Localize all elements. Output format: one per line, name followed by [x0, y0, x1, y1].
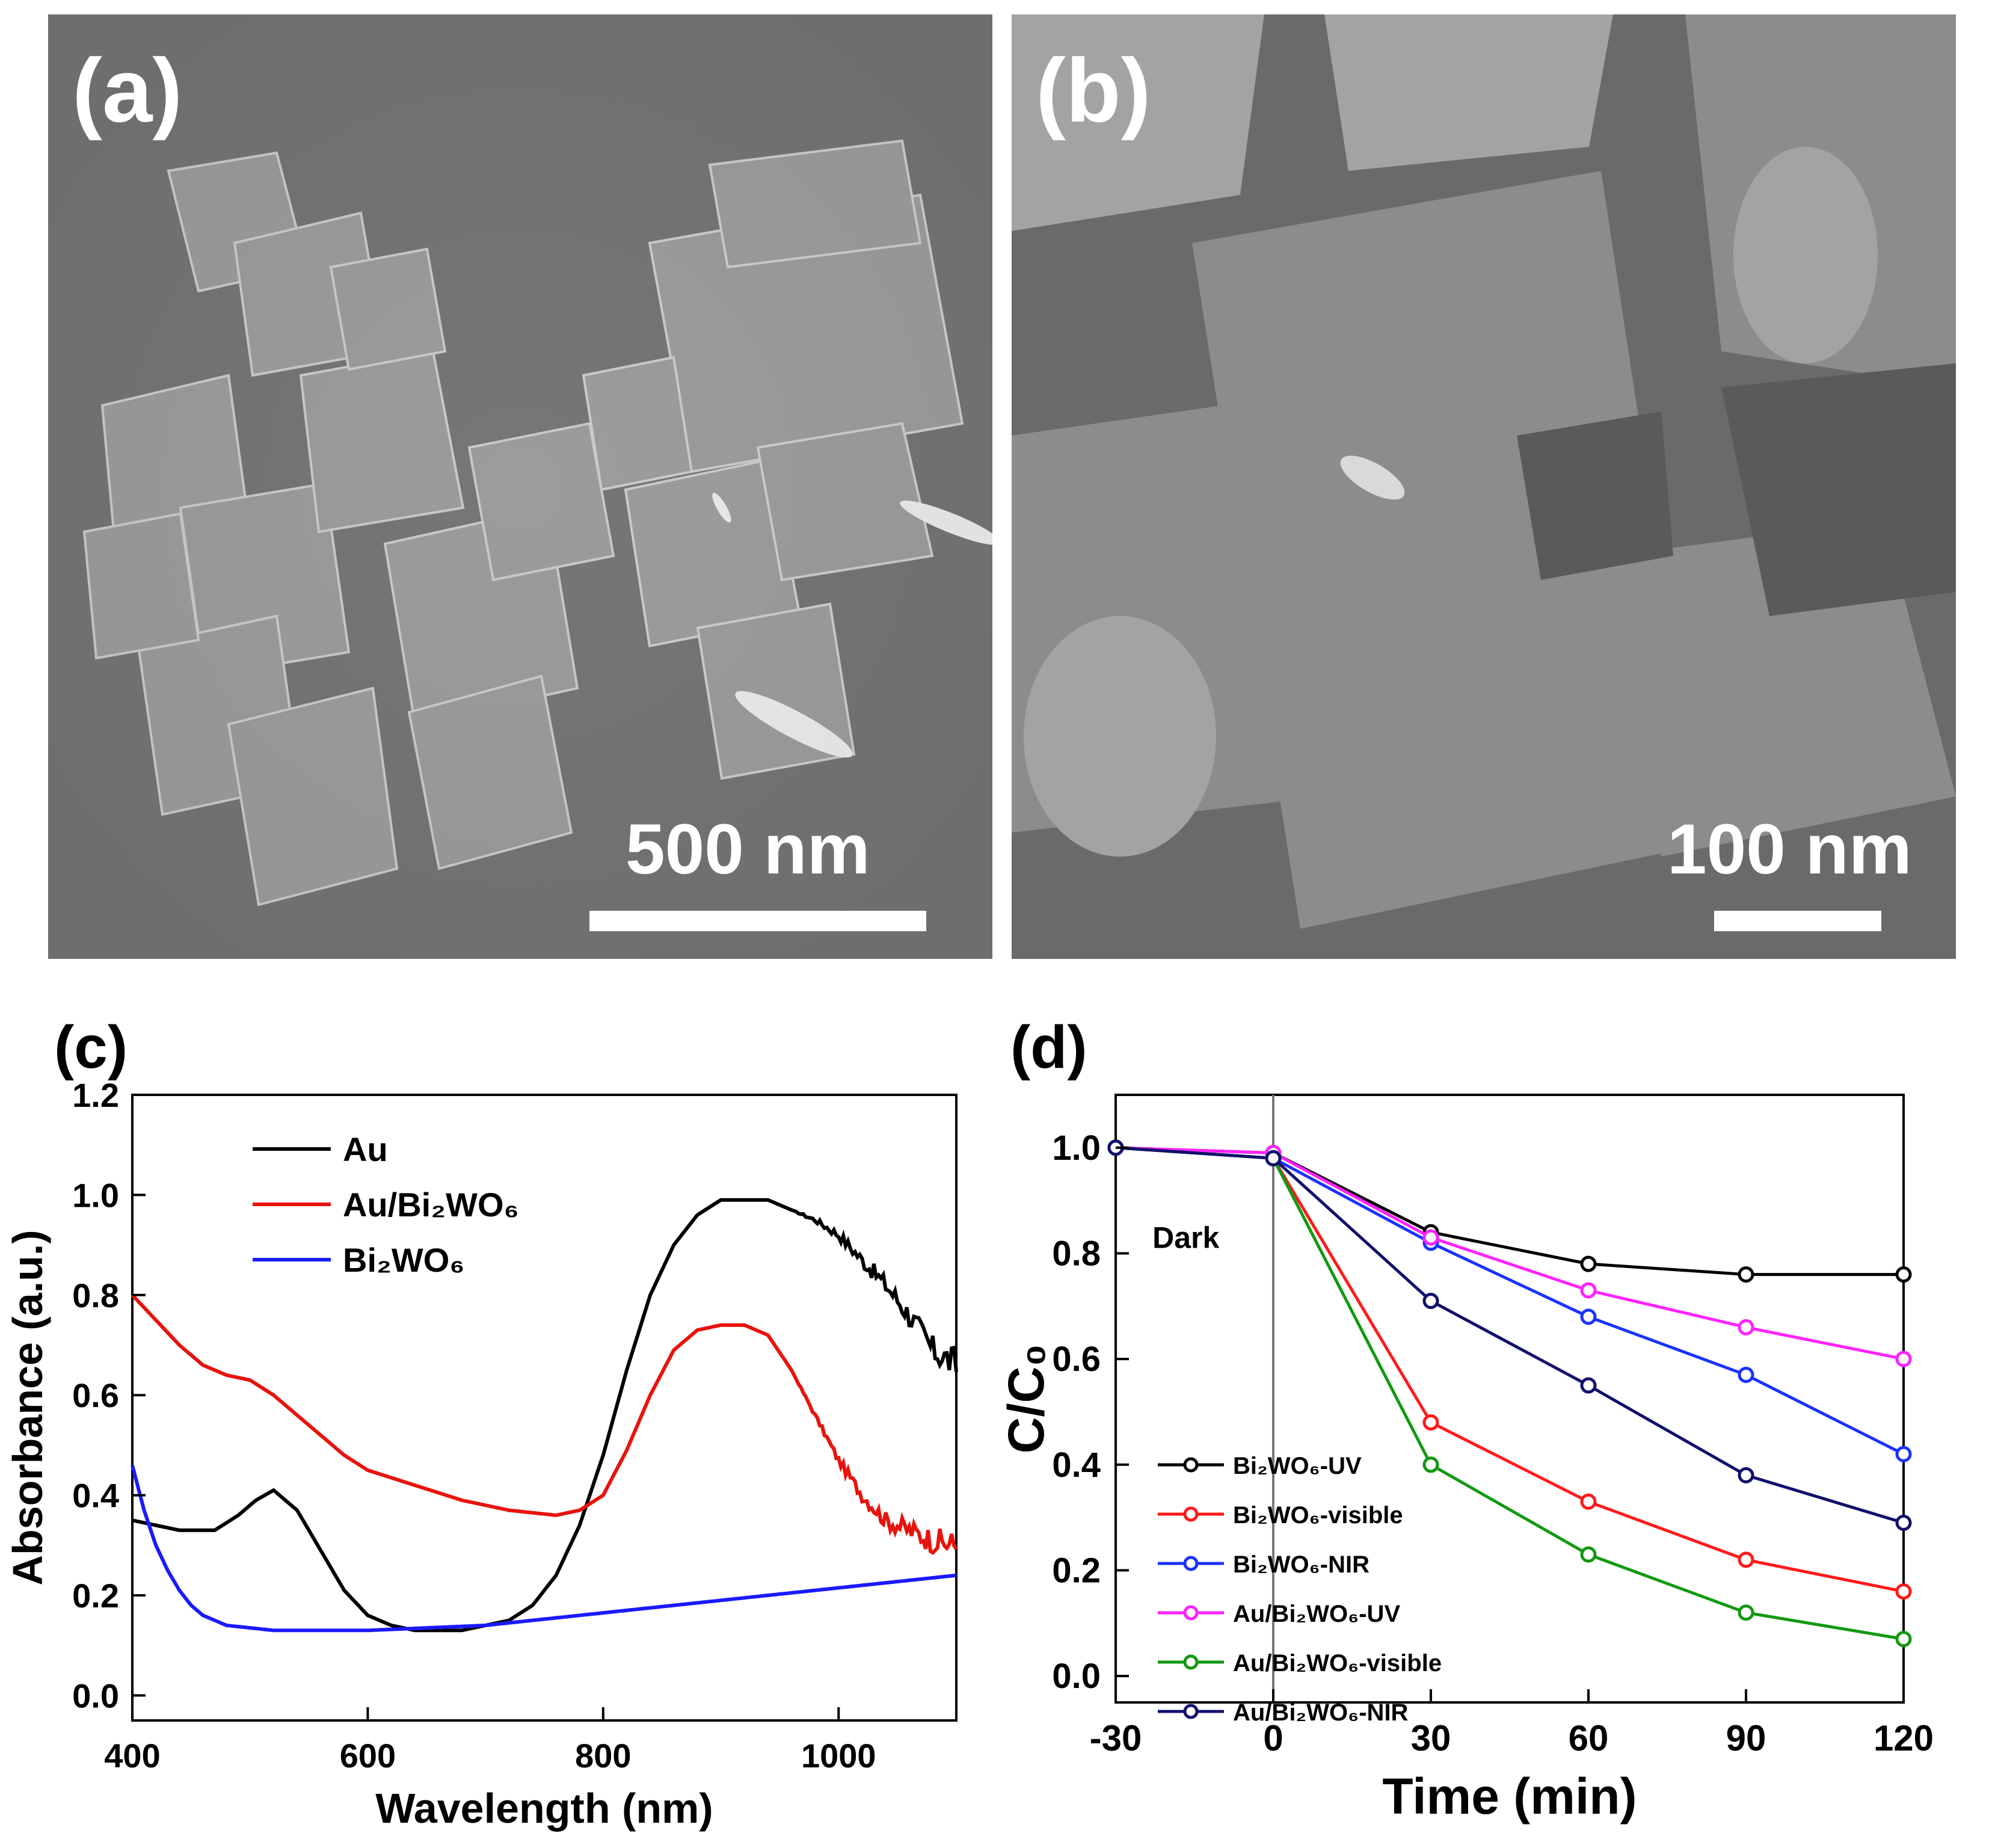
y-tick-label: 0.6	[72, 1376, 119, 1414]
dark-annotation: Dark	[1152, 1221, 1219, 1255]
x-tick-label: 1000	[801, 1737, 876, 1775]
sem-image-b-texture	[1012, 14, 1956, 959]
series-line-5	[1115, 1146, 1904, 1524]
data-point	[1580, 1546, 1597, 1563]
data-point	[1738, 1319, 1754, 1335]
data-point	[1895, 1583, 1912, 1600]
series-line-2	[131, 1464, 957, 1633]
degradation-chart: (d) Dark -30 0 30 60 90 120 0.0 0.2 0.4 0.6 0.8 1.0…	[998, 1014, 1934, 1825]
y-tick-label: 0.4	[1052, 1446, 1101, 1485]
panel-label-c: (c)	[54, 1014, 128, 1081]
legend-label: Au/Bi₂WO₆	[343, 1186, 519, 1224]
x-tick-label: 800	[575, 1737, 631, 1775]
x-tick-label: 120	[1874, 1718, 1934, 1758]
y-tick-label: 0.2	[72, 1577, 119, 1615]
y-tick-label: 1.2	[72, 1076, 119, 1114]
sem-image-a-texture	[48, 14, 992, 959]
data-point	[1422, 1456, 1439, 1473]
legend-label: Au/Bi₂WO₆-UV	[1233, 1601, 1400, 1627]
y-axis-label: Absorbance (a.u.)	[4, 1230, 51, 1585]
panel-label-d: (d)	[1010, 1014, 1087, 1081]
legend-label: Au/Bi₂WO₆-NIR	[1233, 1699, 1409, 1726]
legend-marker	[1183, 1654, 1199, 1670]
sem-image-a: (a) 500 nm	[48, 14, 992, 959]
plot-frame	[131, 1094, 958, 1722]
x-axis-label: Wavelength (nm)	[375, 1785, 713, 1832]
sem-image-b: (b) 100 nm	[1012, 14, 1956, 959]
data-point	[1580, 1493, 1597, 1510]
panel-label-b: (b)	[1036, 40, 1151, 141]
series-line-1	[131, 1293, 958, 1555]
data-point	[1895, 1446, 1912, 1462]
y-tick-label: 0.8	[1052, 1234, 1101, 1273]
x-tick-label: 400	[104, 1737, 160, 1775]
y-tick-label: 1.0	[72, 1176, 119, 1214]
x-tick-label: 600	[340, 1737, 396, 1775]
series-line-0	[132, 1198, 958, 1633]
x-tick-label: 60	[1569, 1718, 1609, 1758]
series-line-3	[1115, 1146, 1904, 1361]
y-tick-label: 0.0	[72, 1677, 119, 1714]
legend-marker	[1183, 1605, 1199, 1621]
data-point	[1738, 1604, 1754, 1621]
legend-label: Bi₂WO₆	[343, 1241, 465, 1279]
data-point	[1265, 1150, 1282, 1166]
data-point	[1895, 1266, 1912, 1283]
y-axis-label: C/C₀	[998, 1344, 1054, 1454]
y-tick-label: 0.2	[1052, 1551, 1101, 1590]
data-point	[1738, 1551, 1754, 1568]
scale-bar-a	[589, 911, 926, 931]
x-axis-label: Time (min)	[1382, 1768, 1637, 1825]
y-tick-label: 0.8	[72, 1277, 119, 1314]
data-point	[1422, 1414, 1439, 1431]
legend-label: Au	[343, 1130, 388, 1168]
scale-bar-label-a: 500 nm	[626, 810, 870, 889]
x-tick-label: 90	[1726, 1718, 1766, 1758]
plot-frame	[1114, 1094, 1905, 1704]
x-tick-label: -30	[1090, 1718, 1142, 1758]
y-tick-label: 0.0	[1052, 1657, 1101, 1696]
x-tick-label: 30	[1411, 1718, 1451, 1758]
data-point	[1895, 1351, 1912, 1367]
data-point	[1738, 1366, 1754, 1383]
legend-marker	[1183, 1506, 1199, 1522]
y-tick-label: 0.6	[1052, 1340, 1101, 1379]
y-tick-label: 1.0	[1052, 1129, 1101, 1168]
data-point	[1580, 1255, 1597, 1272]
legend-marker	[1183, 1457, 1199, 1473]
data-point	[1895, 1514, 1912, 1531]
data-point	[1738, 1266, 1754, 1283]
legend-label: Au/Bi₂WO₆-visible	[1233, 1650, 1442, 1677]
data-point	[1580, 1282, 1597, 1299]
scale-bar-label-b: 100 nm	[1667, 810, 1912, 889]
absorbance-chart: (c) 400 600 800 1000 0.0 0.2 0.4 0.6 0.8 1.0 1.2 A…	[4, 1014, 958, 1832]
data-point	[1895, 1631, 1912, 1648]
data-point	[1580, 1377, 1597, 1394]
legend-marker	[1183, 1556, 1199, 1571]
data-point	[1422, 1229, 1439, 1246]
panel-label-a: (a)	[72, 40, 183, 141]
y-tick-label: 0.4	[72, 1477, 119, 1515]
legend-label: Bi₂WO₆-visible	[1233, 1502, 1403, 1529]
scale-bar-b	[1714, 911, 1881, 931]
data-point	[1738, 1467, 1754, 1483]
data-point	[1580, 1308, 1597, 1325]
legend-label: Bi₂WO₆-NIR	[1233, 1551, 1369, 1578]
legend-marker	[1183, 1704, 1199, 1719]
x-tick-label: 0	[1263, 1718, 1283, 1758]
legend-label: Bi₂WO₆-UV	[1233, 1453, 1362, 1479]
data-point	[1422, 1293, 1439, 1310]
